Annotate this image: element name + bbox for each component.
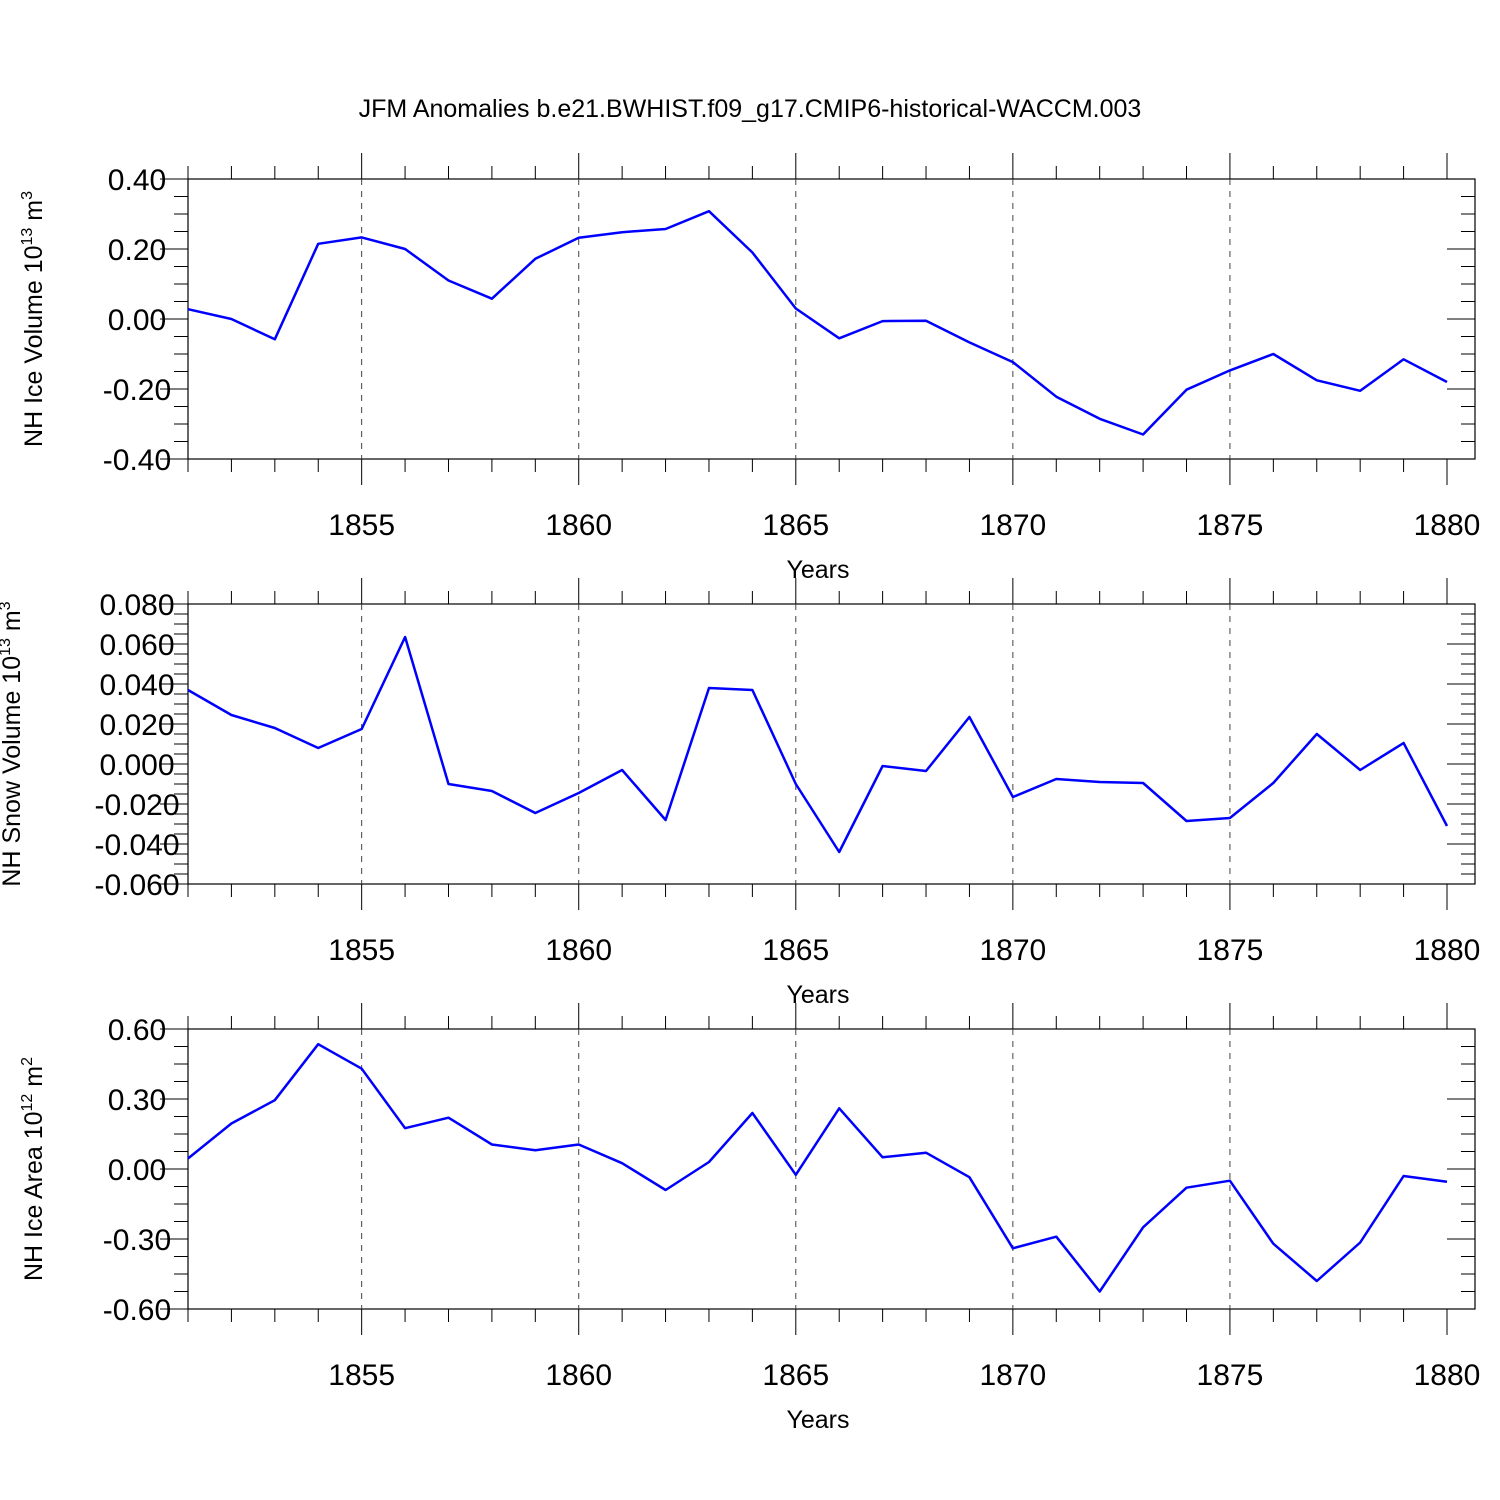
x-tick-label: 1875 — [1197, 934, 1264, 967]
x-tick-label: 1870 — [979, 934, 1046, 967]
x-tick-label: 1880 — [1414, 1359, 1481, 1392]
x-axis-label: Years — [786, 556, 849, 584]
y-tick-label: 0.40 — [108, 164, 166, 197]
y-tick-label: 0.080 — [99, 589, 174, 622]
x-axis-label: Years — [786, 1406, 849, 1434]
series-line — [187, 635, 1449, 854]
x-tick-label: 1865 — [762, 1359, 829, 1392]
y-tick-label: 0.30 — [108, 1084, 166, 1117]
panel-1: -0.40 -0.20 0.00 0.20 0.40 1855 1860 1865 1870 18… — [19, 153, 1480, 584]
series-line — [187, 1042, 1448, 1293]
y-tick-label: -0.20 — [103, 374, 171, 407]
y-tick-label: 0.00 — [108, 304, 166, 337]
x-tick-label: 1870 — [979, 509, 1046, 542]
chart-title: JFM Anomalies b.e21.BWHIST.f09_g17.CMIP6… — [359, 95, 1142, 123]
y-tick-label: -0.020 — [94, 789, 179, 822]
y-tick-label: 0.20 — [108, 234, 166, 267]
y-tick-label: -0.060 — [94, 869, 179, 902]
y-axis-label: NH Snow Volume 1013 m3 — [0, 601, 26, 886]
x-tick-label: 1870 — [979, 1359, 1046, 1392]
x-tick-label: 1860 — [545, 934, 612, 967]
x-tick-label: 1875 — [1197, 1359, 1264, 1392]
x-tick-label: 1875 — [1197, 509, 1264, 542]
y-tick-label: 0.000 — [99, 749, 174, 782]
panel-3: -0.60 -0.30 0.00 0.30 0.60 1855 1860 1865 1870 18… — [19, 1003, 1480, 1434]
y-tick-label: 0.040 — [99, 669, 174, 702]
x-tick-label: 1855 — [328, 509, 395, 542]
x-tick-label: 1880 — [1414, 934, 1481, 967]
x-tick-label: 1855 — [328, 1359, 395, 1392]
plot-frame — [187, 178, 1476, 460]
y-axis-label: NH Ice Volume 1013 m3 — [19, 191, 48, 447]
x-tick-label: 1865 — [762, 934, 829, 967]
y-tick-label: 0.060 — [99, 629, 174, 662]
x-tick-label: 1865 — [762, 509, 829, 542]
y-tick-label: -0.040 — [94, 829, 179, 862]
y-tick-label: -0.60 — [103, 1294, 171, 1327]
y-axis-label: NH Ice Area 1012 m2 — [19, 1057, 48, 1281]
x-tick-label: 1880 — [1414, 509, 1481, 542]
x-tick-label: 1855 — [328, 934, 395, 967]
x-axis-label: Years — [786, 981, 849, 1009]
y-tick-label: 0.60 — [108, 1014, 166, 1047]
x-tick-label: 1860 — [545, 509, 612, 542]
y-tick-label: -0.40 — [103, 444, 171, 477]
y-tick-label: 0.020 — [99, 709, 174, 742]
plot-frame — [187, 1028, 1476, 1310]
panel-2: -0.060 -0.040 -0.020 0.000 0.020 0.040 0.060 0.… — [0, 578, 1480, 1009]
y-tick-label: 0.00 — [108, 1154, 166, 1187]
y-tick-label: -0.30 — [103, 1224, 171, 1257]
x-tick-label: 1860 — [545, 1359, 612, 1392]
series-line — [187, 209, 1448, 436]
